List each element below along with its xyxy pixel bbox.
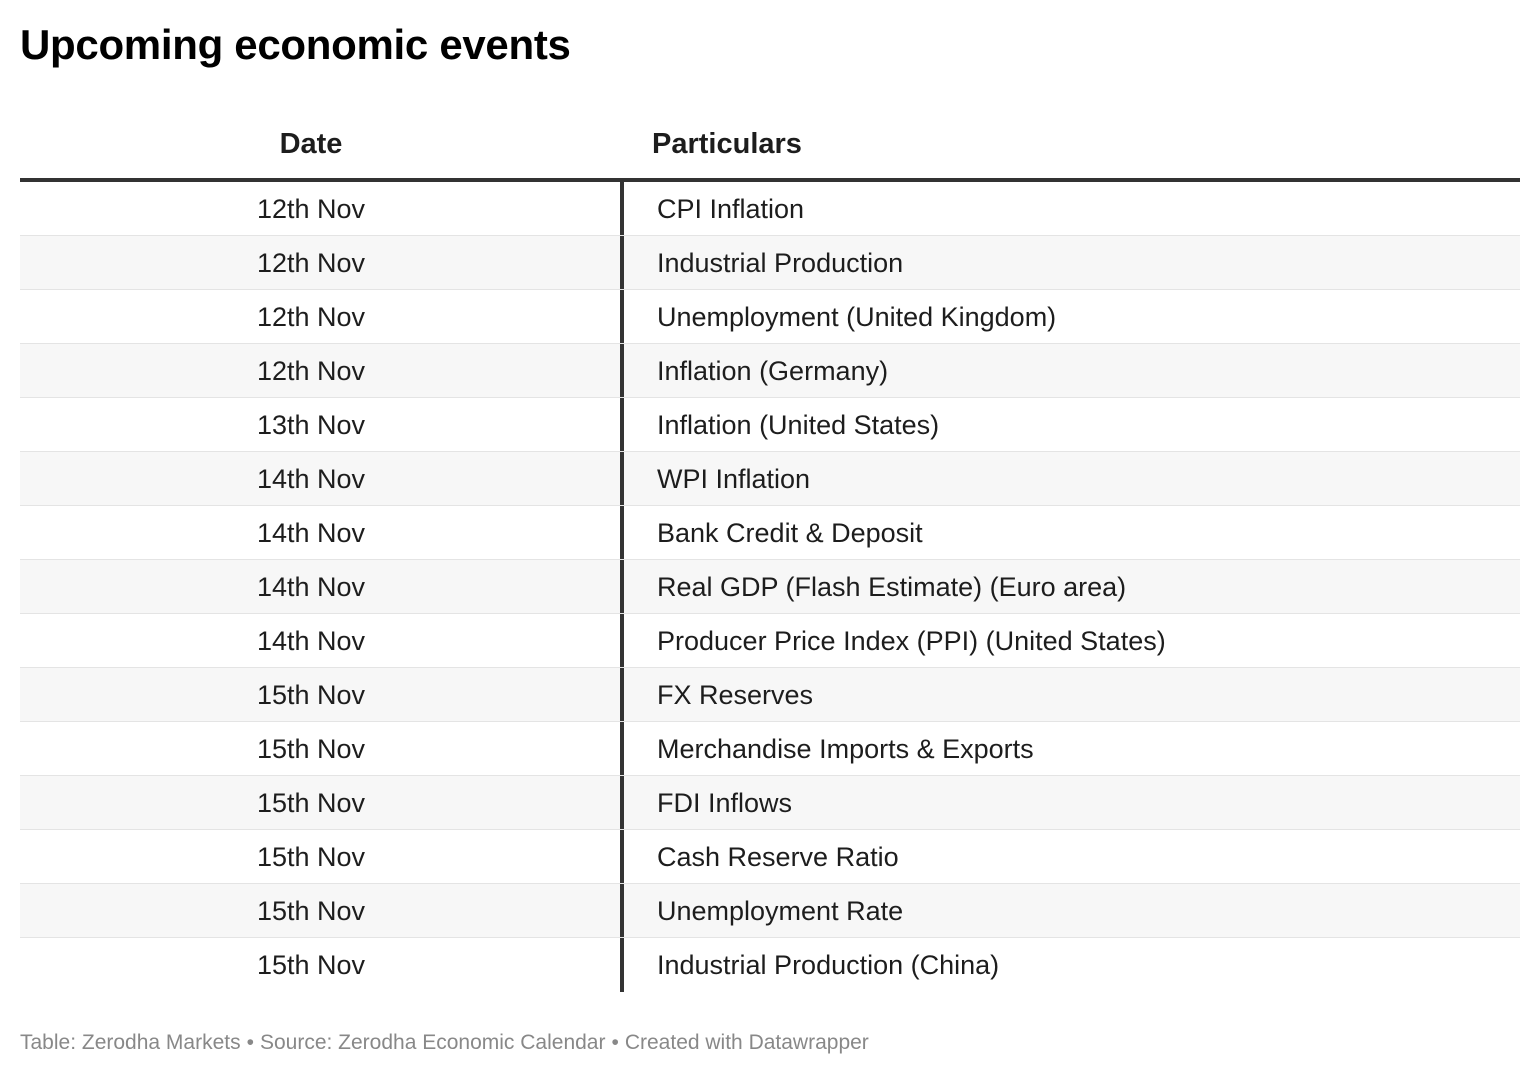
table-row: 12th Nov Inflation (Germany) <box>20 344 1520 398</box>
date-cell: 15th Nov <box>256 896 366 926</box>
table-row: 14th Nov Producer Price Index (PPI) (Unit… <box>20 614 1520 668</box>
page-title: Upcoming economic events <box>20 21 571 68</box>
date-cell: 12th Nov <box>256 248 366 278</box>
separator: • <box>611 1031 619 1054</box>
particulars-cell: Merchandise Imports & Exports <box>620 722 1520 775</box>
table-row: 15th Nov Cash Reserve Ratio <box>20 830 1520 884</box>
date-cell: 14th Nov <box>256 518 366 548</box>
datawrapper-credit: Created with Datawrapper <box>624 1031 869 1054</box>
table-row: 12th Nov Industrial Production <box>20 236 1520 290</box>
table-row: 14th Nov Real GDP (Flash Estimate) (Euro … <box>20 560 1520 614</box>
particulars-cell: Unemployment Rate <box>620 884 1520 937</box>
separator: • <box>246 1031 254 1054</box>
source-credit: Source: Zerodha Economic Calendar <box>259 1031 606 1054</box>
date-cell: 12th Nov <box>256 302 366 332</box>
particulars-cell: CPI Inflation <box>620 182 1520 235</box>
date-cell: 14th Nov <box>256 572 366 602</box>
date-cell: 14th Nov <box>256 464 366 494</box>
footer-credits: Table: Zerodha Markets • Source: Zerodha E… <box>20 1028 869 1058</box>
particulars-cell: FX Reserves <box>620 668 1520 721</box>
table-row: 15th Nov Industrial Production (China) <box>20 938 1520 992</box>
particulars-cell: Inflation (United States) <box>620 398 1520 451</box>
table-credit: Table: Zerodha Markets <box>20 1031 241 1054</box>
particulars-cell: WPI Inflation <box>620 452 1520 505</box>
particulars-cell: Inflation (Germany) <box>620 344 1520 397</box>
column-header-date: Date <box>279 128 343 160</box>
table-row: 12th Nov CPI Inflation <box>20 182 1520 236</box>
events-table: Date Particulars 12th Nov CPI Inflation 12… <box>20 112 1520 992</box>
date-cell: 15th Nov <box>256 788 366 818</box>
table-row: 13th Nov Inflation (United States) <box>20 398 1520 452</box>
table-row: 14th Nov Bank Credit & Deposit <box>20 506 1520 560</box>
table-header: Date Particulars <box>20 112 1520 182</box>
date-cell: 13th Nov <box>256 410 366 440</box>
table-row: 15th Nov FX Reserves <box>20 668 1520 722</box>
table-body: 12th Nov CPI Inflation 12th Nov Industrial … <box>20 182 1520 992</box>
date-cell: 15th Nov <box>256 680 366 710</box>
particulars-cell: Real GDP (Flash Estimate) (Euro area) <box>620 560 1520 613</box>
particulars-cell: Industrial Production <box>620 236 1520 289</box>
date-cell: 15th Nov <box>256 950 366 980</box>
date-cell: 15th Nov <box>256 842 366 872</box>
particulars-cell: Industrial Production (China) <box>620 938 1520 992</box>
date-cell: 12th Nov <box>256 194 366 224</box>
table-row: 15th Nov Unemployment Rate <box>20 884 1520 938</box>
table-row: 12th Nov Unemployment (United Kingdom) <box>20 290 1520 344</box>
particulars-cell: Unemployment (United Kingdom) <box>620 290 1520 343</box>
date-cell: 12th Nov <box>256 356 366 386</box>
particulars-cell: Producer Price Index (PPI) (United State… <box>620 614 1520 667</box>
particulars-cell: FDI Inflows <box>620 776 1520 829</box>
date-cell: 14th Nov <box>256 626 366 656</box>
column-header-particulars: Particulars <box>652 128 802 160</box>
table-row: 15th Nov Merchandise Imports & Exports <box>20 722 1520 776</box>
table-row: 14th Nov WPI Inflation <box>20 452 1520 506</box>
particulars-cell: Cash Reserve Ratio <box>620 830 1520 883</box>
date-cell: 15th Nov <box>256 734 366 764</box>
table-row: 15th Nov FDI Inflows <box>20 776 1520 830</box>
particulars-cell: Bank Credit & Deposit <box>620 506 1520 559</box>
